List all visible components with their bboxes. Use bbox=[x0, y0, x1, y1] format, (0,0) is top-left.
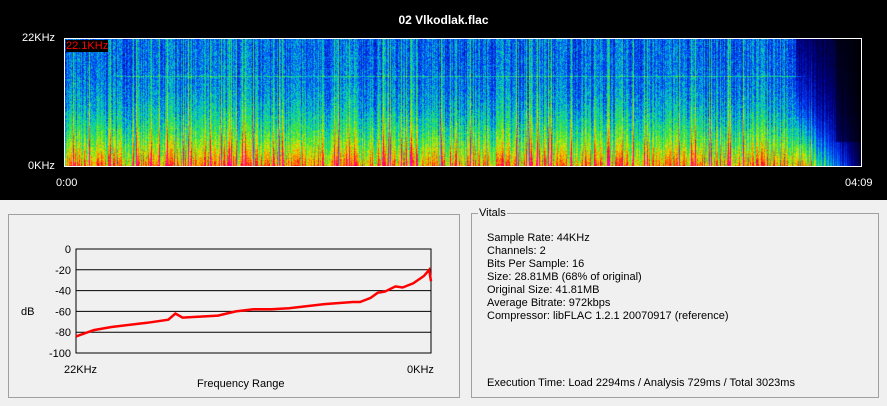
execution-time: Execution Time: Load 2294ms / Analysis 7… bbox=[487, 377, 795, 389]
y-tick-label: -100 bbox=[49, 348, 71, 360]
frequency-chart: 0 -20 -40 -60 -80 -100 dB 22KHz 0KHz Frequenc… bbox=[21, 244, 434, 390]
x-left-label: 22KHz bbox=[64, 364, 97, 376]
y-tick-label: -40 bbox=[55, 286, 71, 298]
vital-line: Size: 28.81MB (68% of original) bbox=[487, 271, 642, 283]
x-right-label: 0KHz bbox=[407, 364, 434, 376]
spectrogram-panel: 02 Vlkodlak.flac 22KHz 0KHz 0:00 04:09 2… bbox=[0, 0, 887, 200]
y-tick-label: -60 bbox=[55, 306, 71, 318]
frequency-curve bbox=[75, 266, 433, 338]
file-title: 02 Vlkodlak.flac bbox=[398, 13, 489, 27]
freq-top-label: 22KHz bbox=[22, 32, 56, 44]
x-axis-label: Frequency Range bbox=[197, 378, 284, 390]
freq-bottom-label: 0KHz bbox=[28, 160, 55, 172]
vital-line: Average Bitrate: 972kbps bbox=[487, 297, 611, 309]
time-start-label: 0:00 bbox=[56, 177, 78, 189]
vital-line: Channels: 2 bbox=[487, 245, 546, 257]
vital-line: Compressor: libFLAC 1.2.1 20070917 (refe… bbox=[487, 310, 729, 322]
vitals-title: Vitals bbox=[478, 207, 507, 219]
vitals-group: Vitals Sample Rate: 44KHz Channels: 2 Bits… bbox=[471, 207, 879, 398]
vital-line: Original Size: 41.81MB bbox=[487, 284, 600, 296]
y-tick-label: 0 bbox=[65, 244, 71, 256]
frequency-chart-box: 0 -20 -40 -60 -80 -100 dB 22KHz 0KHz Frequenc… bbox=[8, 214, 460, 398]
y-axis-label: dB bbox=[21, 306, 34, 318]
y-tick-label: -80 bbox=[55, 327, 71, 339]
y-tick-label: -20 bbox=[55, 265, 71, 277]
peak-frequency-label: 22.1KHz bbox=[66, 40, 109, 52]
plot-frame bbox=[75, 248, 432, 354]
vital-line: Sample Rate: 44KHz bbox=[487, 232, 590, 244]
spectrogram-image bbox=[64, 38, 862, 167]
time-end-label: 04:09 bbox=[845, 177, 873, 189]
vital-line: Bits Per Sample: 16 bbox=[487, 258, 585, 270]
